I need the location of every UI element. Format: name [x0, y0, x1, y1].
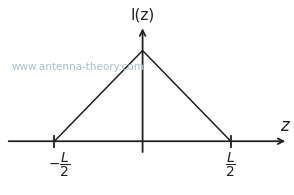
Text: $\dfrac{L}{2}$: $\dfrac{L}{2}$ — [225, 150, 236, 179]
Text: $-\dfrac{L}{2}$: $-\dfrac{L}{2}$ — [48, 150, 70, 179]
Text: z: z — [280, 117, 289, 135]
Text: www.antenna-theory.com: www.antenna-theory.com — [12, 62, 145, 72]
Text: I(z): I(z) — [131, 8, 155, 23]
